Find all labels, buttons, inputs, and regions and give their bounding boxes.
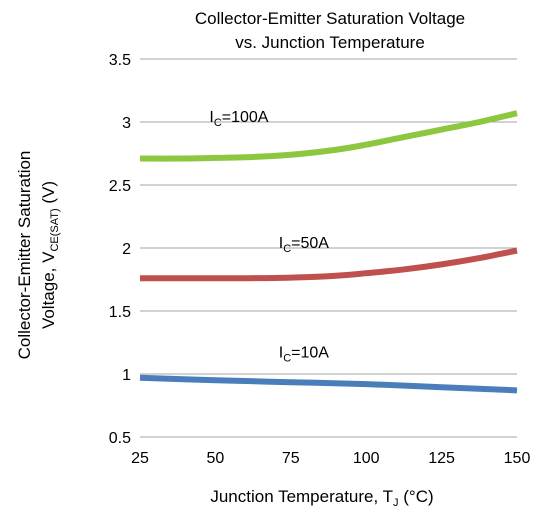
- y-tick-label: 3: [122, 115, 131, 132]
- y-tick-label: 0.5: [109, 430, 131, 447]
- x-tick-label: 75: [282, 450, 300, 467]
- curve-labels: IC=100A IC=50A IC=10A: [209, 109, 329, 365]
- series-layer: [139, 110, 518, 394]
- chart-title-line2: vs. Junction Temperature: [235, 33, 425, 52]
- series-line-2: [139, 374, 518, 394]
- y-axis-title-line2-tail: (V): [39, 181, 58, 208]
- y-tick-labels: 0.5 1 1.5 2 2.5 3 3.5: [109, 52, 131, 447]
- y-tick-label: 1: [122, 367, 131, 384]
- x-tick-label: 100: [353, 450, 380, 467]
- y-tick-label: 2: [122, 241, 131, 258]
- chart-title-line1: Collector-Emitter Saturation Voltage: [195, 9, 465, 28]
- y-axis-title-line1: Collector-Emitter Saturation: [15, 151, 34, 360]
- series-label-0: IC=100A: [209, 109, 268, 129]
- y-tick-label: 2.5: [109, 178, 131, 195]
- x-tick-labels: 25 50 75 100 125 150: [131, 450, 530, 467]
- y-tick-label: 1.5: [109, 304, 131, 321]
- y-tick-label: 3.5: [109, 52, 131, 69]
- x-axis-title: Junction Temperature, TJ (°C): [210, 487, 433, 509]
- chart-title: Collector-Emitter Saturation Voltage vs.…: [195, 9, 465, 52]
- x-tick-label: 125: [428, 450, 455, 467]
- series-line-0: [139, 110, 518, 162]
- y-axis-title: Collector-Emitter Saturation Voltage, VC…: [15, 151, 61, 360]
- x-tick-label: 150: [504, 450, 531, 467]
- x-axis-title-main: Junction Temperature, T: [210, 487, 393, 506]
- series-label-2: IC=10A: [279, 345, 330, 365]
- series-line-1: [139, 247, 518, 282]
- gridlines: [140, 58, 517, 438]
- x-axis-title-tail: (°C): [399, 487, 434, 506]
- x-tick-label: 50: [207, 450, 225, 467]
- y-axis-title-line2-sub: CE(SAT): [49, 208, 61, 251]
- series-label-1: IC=50A: [279, 235, 330, 255]
- y-axis-title-line2: Voltage, VCE(SAT) (V): [39, 181, 61, 329]
- x-tick-label: 25: [131, 450, 149, 467]
- y-axis-title-line2-main: Voltage, V: [39, 251, 58, 329]
- x-axis-title-sub: J: [393, 497, 399, 509]
